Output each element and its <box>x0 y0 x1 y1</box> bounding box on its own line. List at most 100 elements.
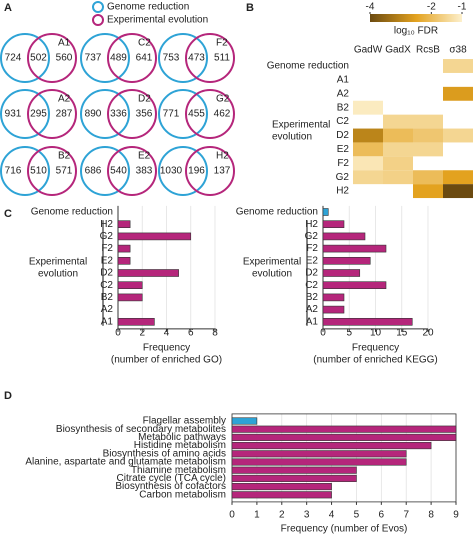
venn-count: 540 <box>110 166 127 177</box>
heatmap-cell <box>383 114 413 129</box>
venn-count: 383 <box>136 166 153 177</box>
heatmap-cell <box>443 86 473 101</box>
venn-count: 724 <box>5 53 22 64</box>
bar <box>117 317 155 326</box>
venn-set-label: E2 <box>138 151 151 162</box>
category-label: Alanine, aspartate and glutamate metabol… <box>25 457 226 468</box>
heatmap-cell <box>413 142 443 157</box>
colorbar-label: log₁₀ FDR <box>394 26 438 37</box>
venn-count: 560 <box>56 53 73 64</box>
row-label: A1 <box>337 75 350 86</box>
row-label: E2 <box>337 144 350 155</box>
venn-count: 686 <box>85 166 102 177</box>
x-tick-label: 4 <box>329 510 335 521</box>
category-label: C2 <box>100 280 113 291</box>
bar <box>322 293 345 302</box>
x-tick-label: 2 <box>279 510 285 521</box>
heatmap-cell <box>353 142 383 157</box>
category-label: Genome reduction <box>236 207 318 218</box>
venn-count: 571 <box>56 166 73 177</box>
group-label: Experimental <box>243 257 301 268</box>
category-label: C2 <box>305 280 318 291</box>
venn-count: 489 <box>110 53 127 64</box>
category-label: H2 <box>100 219 113 230</box>
legend-marker <box>92 1 104 13</box>
heatmap-cell <box>353 170 383 185</box>
category-label: E2 <box>306 255 319 266</box>
venn-count: 295 <box>30 109 47 120</box>
venn-count: 287 <box>56 109 73 120</box>
plot-frame <box>231 413 457 503</box>
category-label: Histidine metabolism <box>134 440 226 451</box>
heatmap-cell <box>353 100 383 115</box>
x-axis-label: (number of enriched KEGG) <box>313 355 438 366</box>
x-tick-label: 0 <box>115 328 121 339</box>
bar <box>231 458 407 466</box>
category-label: Biosynthesis of cofactors <box>115 481 226 492</box>
venn-count: 196 <box>188 166 205 177</box>
venn-count: 753 <box>163 53 180 64</box>
heatmap-cell <box>443 170 473 185</box>
x-axis-label: Frequency (number of Evos) <box>281 524 408 535</box>
bar <box>322 208 329 216</box>
category-label: E2 <box>101 255 114 266</box>
venn-circle <box>158 89 208 139</box>
row-label: F2 <box>337 158 349 169</box>
venn-count: 502 <box>30 53 47 64</box>
venn-count: 931 <box>5 109 22 120</box>
venn-set-label: F2 <box>216 38 228 49</box>
column-label: RcsB <box>416 45 440 56</box>
category-label: Metabolic pathways <box>138 432 226 443</box>
bar <box>117 281 143 290</box>
venn-count: 771 <box>163 109 180 120</box>
heatmap-cell <box>383 142 413 157</box>
heatmap-cell <box>383 170 413 185</box>
bar <box>231 417 258 425</box>
x-tick-label: 0 <box>320 328 326 339</box>
venn-circle <box>107 33 157 83</box>
bar <box>322 269 361 277</box>
row-label: H2 <box>336 186 349 197</box>
column-label: GadX <box>385 45 411 56</box>
category-label: D2 <box>305 268 318 279</box>
bar <box>117 293 143 302</box>
bar <box>322 256 371 265</box>
x-tick-label: 3 <box>304 510 310 521</box>
venn-circle <box>185 89 235 139</box>
venn-circle <box>0 146 50 196</box>
venn-count: 356 <box>136 109 153 120</box>
venn-circle <box>27 89 77 139</box>
venn-circle <box>0 89 50 139</box>
bar <box>117 269 179 277</box>
legend-marker <box>92 14 104 26</box>
category-label: D2 <box>100 268 113 279</box>
category-label: Carbon metabolism <box>139 489 226 500</box>
legend-label: Experimental evolution <box>107 15 208 26</box>
category-label: Thiamine metabolism <box>131 465 226 476</box>
category-label: G2 <box>100 231 114 242</box>
venn-count: 737 <box>85 53 102 64</box>
group-label: evolution <box>252 269 292 280</box>
x-tick-label: 15 <box>396 328 408 339</box>
bar <box>322 305 345 314</box>
venn-count: 462 <box>214 109 231 120</box>
colorbar-tick-label: -2 <box>427 2 436 13</box>
colorbar-tick-label: -4 <box>366 2 375 13</box>
x-tick-label: 4 <box>164 328 170 339</box>
category-label: A2 <box>101 304 114 315</box>
x-tick-label: 8 <box>212 328 218 339</box>
category-label: A2 <box>306 304 319 315</box>
heatmap-cell <box>443 59 473 73</box>
bar <box>231 425 457 433</box>
bar <box>117 220 131 228</box>
venn-set-label: A1 <box>58 38 71 49</box>
category-label: Biosynthesis of secondary metabolites <box>56 424 226 435</box>
venn-circle <box>80 89 130 139</box>
row-label: D2 <box>336 130 349 141</box>
venn-set-label: H2 <box>216 151 229 162</box>
venn-set-label: B2 <box>58 151 71 162</box>
x-tick-label: 6 <box>379 510 385 521</box>
x-tick-label: 8 <box>428 510 434 521</box>
venn-set-label: A2 <box>58 94 71 105</box>
